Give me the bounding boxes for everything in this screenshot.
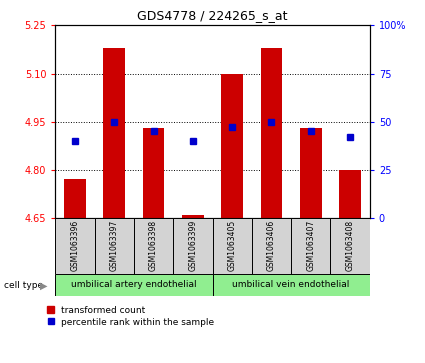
Bar	[252, 218, 291, 274]
Text: GSM1063398: GSM1063398	[149, 220, 158, 270]
Text: umbilical vein endothelial: umbilical vein endothelial	[232, 281, 350, 289]
Text: GSM1063405: GSM1063405	[228, 220, 237, 271]
Bar	[55, 218, 94, 274]
Bar	[94, 218, 134, 274]
Text: cell type: cell type	[4, 281, 43, 290]
Text: GSM1063396: GSM1063396	[71, 220, 79, 271]
Text: GSM1063407: GSM1063407	[306, 220, 315, 271]
Bar	[173, 218, 212, 274]
Bar	[261, 48, 282, 218]
Bar	[134, 218, 173, 274]
Text: umbilical artery endothelial: umbilical artery endothelial	[71, 281, 197, 289]
Bar	[212, 274, 370, 296]
Bar	[331, 218, 370, 274]
Text: GSM1063408: GSM1063408	[346, 220, 354, 270]
Text: GSM1063399: GSM1063399	[188, 220, 197, 271]
Bar	[64, 179, 86, 218]
Legend: transformed count, percentile rank within the sample: transformed count, percentile rank withi…	[47, 306, 215, 326]
Text: GSM1063397: GSM1063397	[110, 220, 119, 271]
Bar	[143, 128, 164, 218]
Bar	[103, 48, 125, 218]
Bar	[212, 218, 252, 274]
Text: ▶: ▶	[40, 281, 48, 291]
Text: GDS4778 / 224265_s_at: GDS4778 / 224265_s_at	[137, 9, 288, 22]
Bar	[291, 218, 331, 274]
Bar	[182, 215, 204, 218]
Text: GSM1063406: GSM1063406	[267, 220, 276, 271]
Bar	[300, 128, 322, 218]
Bar	[339, 170, 361, 218]
Bar	[55, 274, 212, 296]
Bar	[221, 74, 243, 218]
